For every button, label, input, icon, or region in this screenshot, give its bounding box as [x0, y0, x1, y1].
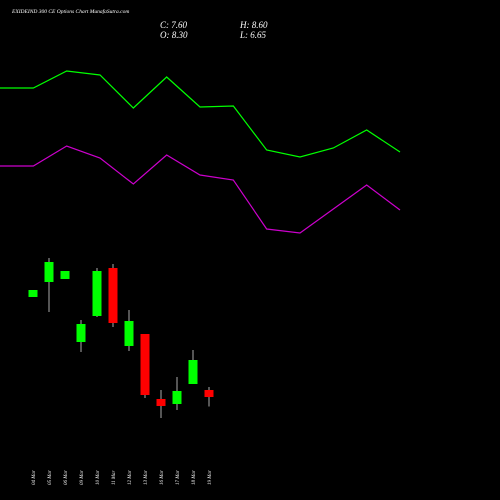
candle-body: [44, 262, 54, 282]
x-tick-label: 19 Mar: [208, 470, 213, 485]
low-text: L: 6.65: [239, 30, 267, 40]
x-tick-label: 06 Mar: [64, 470, 69, 485]
x-tick-label: 12 Mar: [128, 470, 133, 485]
open-text: O: 8.30: [160, 30, 188, 40]
line-series: [0, 145, 401, 234]
candle-body: [124, 321, 134, 346]
candle-body: [60, 271, 70, 279]
candle-body: [156, 399, 166, 406]
candle-body: [140, 334, 150, 395]
high-text: H: 8.60: [239, 20, 268, 30]
x-tick-label: 04 Mar: [32, 470, 37, 485]
candle-body: [188, 360, 198, 384]
candle-body: [108, 268, 118, 323]
x-tick-label: 09 Mar: [80, 470, 85, 485]
candle-body: [28, 290, 38, 297]
x-tick-label: 11 Mar: [112, 470, 117, 485]
x-tick-label: 18 Mar: [192, 470, 197, 485]
x-tick-label: 05 Mar: [48, 470, 53, 485]
candle-body: [204, 390, 214, 397]
x-tick-label: 16 Mar: [160, 470, 165, 485]
line-series: [0, 70, 401, 158]
x-tick-label: 17 Mar: [176, 470, 181, 485]
candle-body: [92, 271, 102, 316]
chart-title: EXIDEIND 300 CE Options Chart MunafaSutr…: [11, 8, 129, 15]
close-text: C: 7.60: [160, 20, 188, 30]
candle-body: [76, 324, 86, 342]
candle-body: [172, 391, 182, 404]
x-tick-label: 10 Mar: [96, 470, 101, 485]
x-tick-label: 13 Mar: [144, 470, 149, 485]
